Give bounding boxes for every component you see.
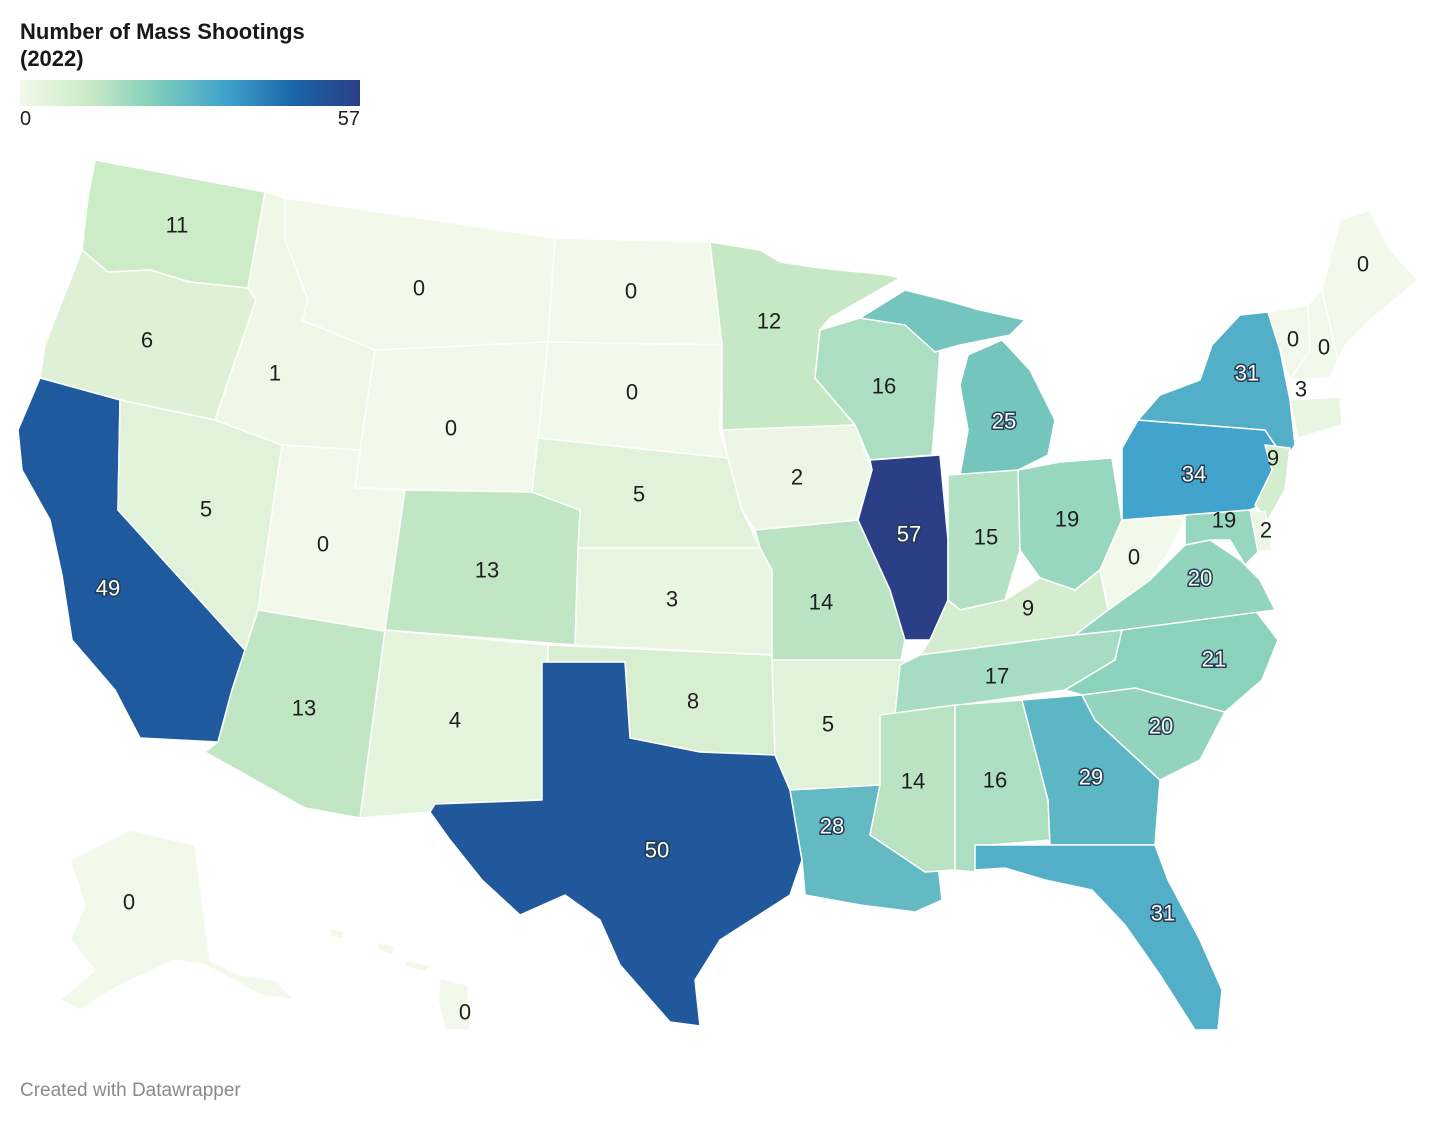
state-shape-mi bbox=[859, 289, 1056, 476]
state-value-label-ks: 3 bbox=[666, 587, 678, 612]
state-value-label-la: 28 bbox=[820, 814, 844, 839]
state-value-label-de: 2 bbox=[1260, 518, 1272, 543]
state-value-label-az: 13 bbox=[292, 696, 316, 721]
state-value-label-mo: 14 bbox=[809, 590, 833, 615]
state-value-label-ok: 8 bbox=[687, 689, 699, 714]
state-value-label-va: 20 bbox=[1188, 566, 1212, 591]
state-value-label-wi: 16 bbox=[872, 374, 896, 399]
us-choropleth-map: 1164951000131340053850122145281657251519… bbox=[17, 159, 1419, 1031]
state-shape-mt bbox=[284, 197, 556, 351]
state-shape-md bbox=[1184, 509, 1259, 566]
state-shape-fl bbox=[974, 844, 1223, 1031]
state-value-label-ut: 0 bbox=[317, 532, 329, 557]
state-value-label-mn: 12 bbox=[757, 309, 781, 334]
state-value-label-me: 0 bbox=[1357, 252, 1369, 277]
state-value-labels: 1164951000131340053850122145281657251519… bbox=[94, 213, 1369, 1025]
state-shape-ak bbox=[59, 829, 296, 1011]
state-value-label-wa: 11 bbox=[166, 213, 189, 238]
state-shape-hi bbox=[329, 927, 471, 1031]
state-value-label-nv: 5 bbox=[200, 497, 212, 522]
state-value-label-ga: 29 bbox=[1079, 765, 1103, 790]
state-value-label-ms: 14 bbox=[901, 769, 925, 794]
state-shape-tx bbox=[429, 661, 803, 1027]
state-shape-me bbox=[1321, 209, 1419, 361]
state-value-label-al: 16 bbox=[983, 768, 1007, 793]
state-value-label-hi: 0 bbox=[459, 1000, 471, 1025]
state-value-label-ca: 49 bbox=[96, 576, 120, 601]
state-value-label-in: 15 bbox=[974, 525, 998, 550]
state-value-label-id: 1 bbox=[269, 361, 281, 386]
state-value-label-ia: 2 bbox=[791, 465, 803, 490]
state-value-label-ne: 5 bbox=[633, 482, 645, 507]
state-shape-il bbox=[857, 454, 949, 641]
state-shape-sd bbox=[537, 341, 729, 459]
state-value-label-tn: 17 bbox=[985, 664, 1009, 689]
state-value-label-ak: 0 bbox=[123, 890, 135, 915]
state-shape-nj bbox=[1254, 444, 1291, 521]
state-value-label-wv: 0 bbox=[1128, 545, 1140, 570]
state-value-label-fl: 31 bbox=[1151, 901, 1175, 926]
state-value-label-ar: 5 bbox=[822, 712, 834, 737]
legend: Number of Mass Shootings (2022) 0 57 bbox=[20, 18, 365, 134]
state-value-label-md: 19 bbox=[1212, 508, 1236, 533]
state-value-label-mt: 0 bbox=[413, 276, 425, 301]
state-value-label-sc: 20 bbox=[1149, 714, 1173, 739]
state-value-label-oh: 19 bbox=[1055, 507, 1079, 532]
state-value-label-co: 13 bbox=[475, 558, 499, 583]
legend-title: Number of Mass Shootings (2022) bbox=[20, 19, 305, 71]
state-value-label-wy: 0 bbox=[445, 416, 457, 441]
state-value-label-mi: 25 bbox=[992, 409, 1016, 434]
state-value-label-nj: 9 bbox=[1267, 446, 1279, 471]
state-value-label-sd: 0 bbox=[626, 380, 638, 405]
footer-credit: Created with Datawrapper bbox=[20, 1080, 241, 1101]
legend-max-label: 57 bbox=[337, 108, 360, 130]
state-value-label-or: 6 bbox=[141, 328, 153, 353]
state-shapes bbox=[17, 159, 1419, 1031]
state-value-label-vt: 0 bbox=[1287, 327, 1299, 352]
state-value-label-ct: 3 bbox=[1295, 377, 1307, 402]
state-value-label-nh: 0 bbox=[1318, 335, 1330, 360]
state-value-label-nc: 21 bbox=[1202, 647, 1226, 672]
state-value-label-ny: 31 bbox=[1235, 361, 1259, 386]
legend-color-scale bbox=[20, 80, 360, 106]
legend-labels: 0 57 bbox=[20, 108, 365, 134]
state-value-label-ky: 9 bbox=[1022, 596, 1034, 621]
state-shape-ct bbox=[1289, 396, 1343, 439]
legend-min-label: 0 bbox=[20, 108, 32, 130]
state-value-label-pa: 34 bbox=[1182, 462, 1206, 487]
state-value-label-nm: 4 bbox=[449, 708, 461, 733]
state-value-label-il: 57 bbox=[897, 522, 921, 547]
state-value-label-nd: 0 bbox=[625, 279, 637, 304]
state-value-label-tx: 50 bbox=[645, 838, 669, 863]
state-shape-nc bbox=[1064, 609, 1279, 713]
